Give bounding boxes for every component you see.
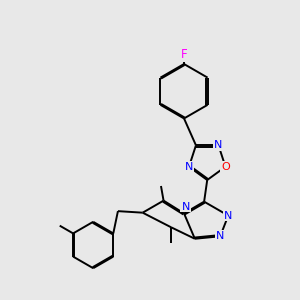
Text: N: N <box>182 202 190 212</box>
Text: O: O <box>221 162 230 172</box>
Text: N: N <box>216 231 224 241</box>
Text: N: N <box>185 162 193 172</box>
Text: F: F <box>181 48 187 61</box>
Text: N: N <box>224 211 232 220</box>
Text: N: N <box>214 140 223 150</box>
